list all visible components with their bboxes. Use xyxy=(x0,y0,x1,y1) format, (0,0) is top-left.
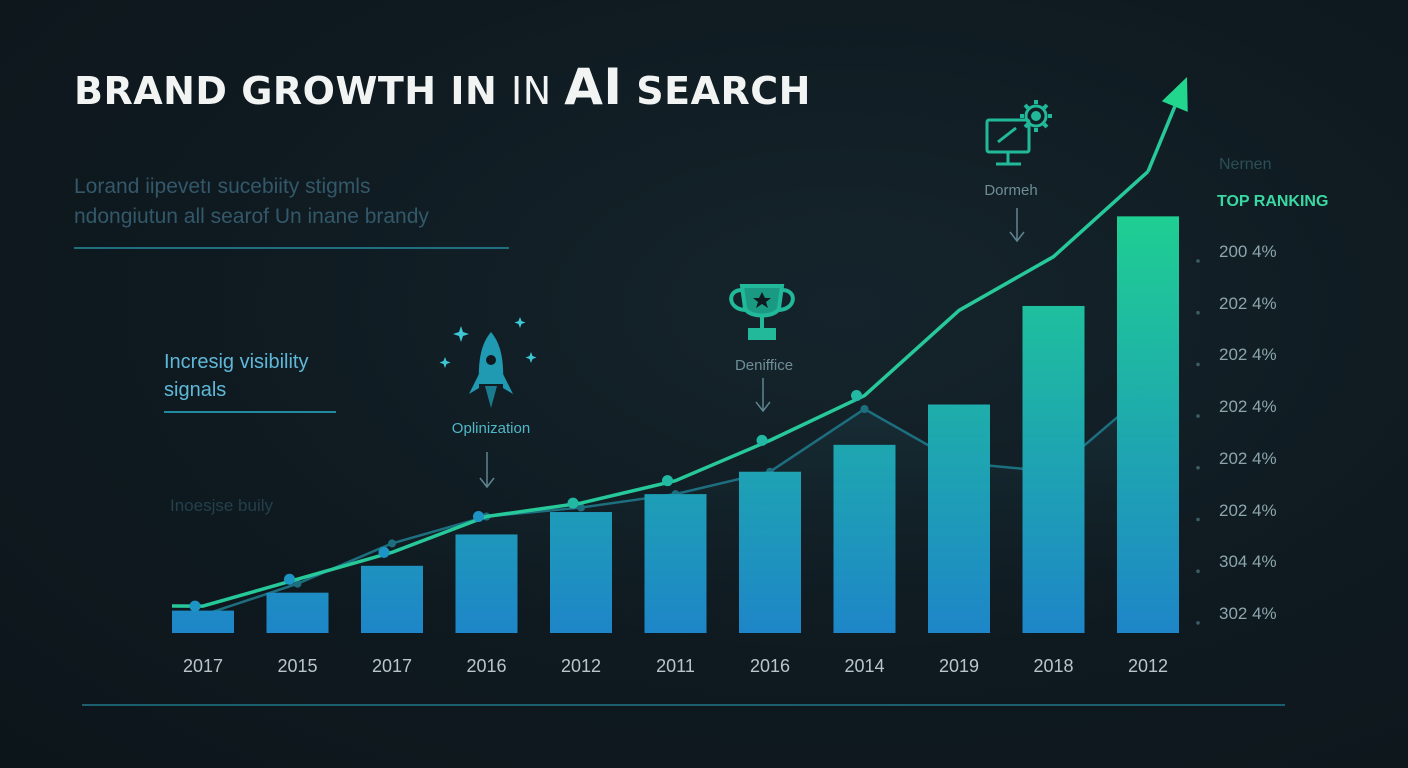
x-tick-label: 2018 xyxy=(1033,656,1074,676)
right-axis-tick-dots xyxy=(1196,259,1200,625)
bar-8 xyxy=(928,404,990,633)
growth-line-path xyxy=(171,170,1150,608)
monitor-gear-icon xyxy=(985,100,1052,166)
right-tick-dot xyxy=(1196,414,1200,418)
bar-0 xyxy=(172,610,234,633)
shadow-point-1 xyxy=(293,579,302,588)
right-tick-label: 202 4% xyxy=(1219,345,1277,365)
subtitle-rule xyxy=(74,247,509,249)
right-tick-dot xyxy=(1196,569,1200,573)
trophy-annotation: Deniffice xyxy=(734,357,794,374)
bar-4 xyxy=(550,512,612,633)
x-tick-label: 2015 xyxy=(277,656,318,676)
sparkle-icon xyxy=(439,317,537,368)
shadow-point-2 xyxy=(388,539,396,548)
x-tick-label: 2017 xyxy=(182,656,224,676)
bar-7 xyxy=(833,444,896,633)
x-tick-label: 2016 xyxy=(466,656,507,676)
page-title: BRAND GROWTH IN IN AI SEARCH xyxy=(74,58,811,116)
baseline-rule xyxy=(82,704,1285,706)
x-tick-label: 2017 xyxy=(371,656,413,676)
subtitle-line-2: ndongiutun all searof Un inane brandy xyxy=(74,205,429,228)
growth-line-shaft xyxy=(1146,105,1177,173)
x-tick-label: 2012 xyxy=(560,656,602,676)
trophy-pointer-arrow xyxy=(755,378,771,413)
growth-point-1 xyxy=(284,573,295,585)
shadow-point-4 xyxy=(577,503,585,512)
right-tick-label: 202 4% xyxy=(1219,500,1277,520)
bar-2 xyxy=(361,565,423,633)
right-tick-label: 304 4% xyxy=(1219,552,1277,572)
bar-10 xyxy=(1117,216,1179,634)
right-tick-label: 202 4% xyxy=(1219,448,1277,468)
visibility-label-line-2: signals xyxy=(164,379,227,401)
x-tick-label: 2014 xyxy=(844,656,885,676)
monitor-pointer-arrow xyxy=(1009,208,1025,243)
rocket-pointer-arrow xyxy=(479,452,495,489)
growth-point-0 xyxy=(189,600,201,612)
right-tick-label: 302 4% xyxy=(1219,603,1277,623)
bar-3 xyxy=(455,534,518,633)
x-tick-label: 2019 xyxy=(938,656,980,676)
rocket-annotation: Oplinization xyxy=(451,420,531,437)
arrow-up-icon xyxy=(1161,77,1188,112)
right-tick-dot xyxy=(1196,310,1200,315)
bar-5 xyxy=(644,494,707,633)
visibility-label-line-1: Incresig visibility xyxy=(164,351,309,373)
right-tick-dot xyxy=(1196,466,1200,470)
right-tick-dot xyxy=(1196,259,1200,263)
bar-1 xyxy=(266,592,329,633)
top-ranking-label: TOP RANKING xyxy=(1217,193,1329,210)
x-tick-label: 2016 xyxy=(749,656,791,676)
bars xyxy=(172,216,1179,634)
right-tick-dot xyxy=(1196,517,1200,522)
growth-point-5 xyxy=(662,475,673,487)
growth-line xyxy=(171,77,1188,612)
x-tick-label: 2011 xyxy=(656,656,695,676)
right-axis-heading: Nernen xyxy=(1219,156,1272,173)
bar-6 xyxy=(739,471,801,633)
growth-point-4 xyxy=(567,497,579,509)
visibility-label: Incresig visibility signals xyxy=(164,348,384,404)
faint-label: Inoesjse buily xyxy=(170,496,274,515)
trophy-icon xyxy=(729,284,795,340)
right-tick-dot xyxy=(1196,621,1200,625)
right-tick-label: 202 4% xyxy=(1219,397,1277,417)
bar-9 xyxy=(1022,305,1085,633)
monitor-annotation: Dormeh xyxy=(984,182,1038,199)
right-tick-dot xyxy=(1196,362,1200,367)
page-subtitle: Lorand iipevetı sucebiity stigmls ndongi… xyxy=(74,172,514,232)
right-tick-label: 202 4% xyxy=(1219,293,1277,313)
x-tick-label: 2012 xyxy=(1127,656,1169,676)
shadow-point-7 xyxy=(860,405,869,413)
growth-point-7 xyxy=(851,390,862,402)
growth-point-6 xyxy=(756,434,768,446)
subtitle-line-1: Lorand iipevetı sucebiity stigmls xyxy=(74,175,371,198)
growth-point-3 xyxy=(473,511,484,523)
right-tick-label: 200 4% xyxy=(1219,242,1277,261)
growth-point-2 xyxy=(378,546,390,558)
rocket-icon xyxy=(469,332,513,408)
visibility-rule xyxy=(164,411,336,413)
